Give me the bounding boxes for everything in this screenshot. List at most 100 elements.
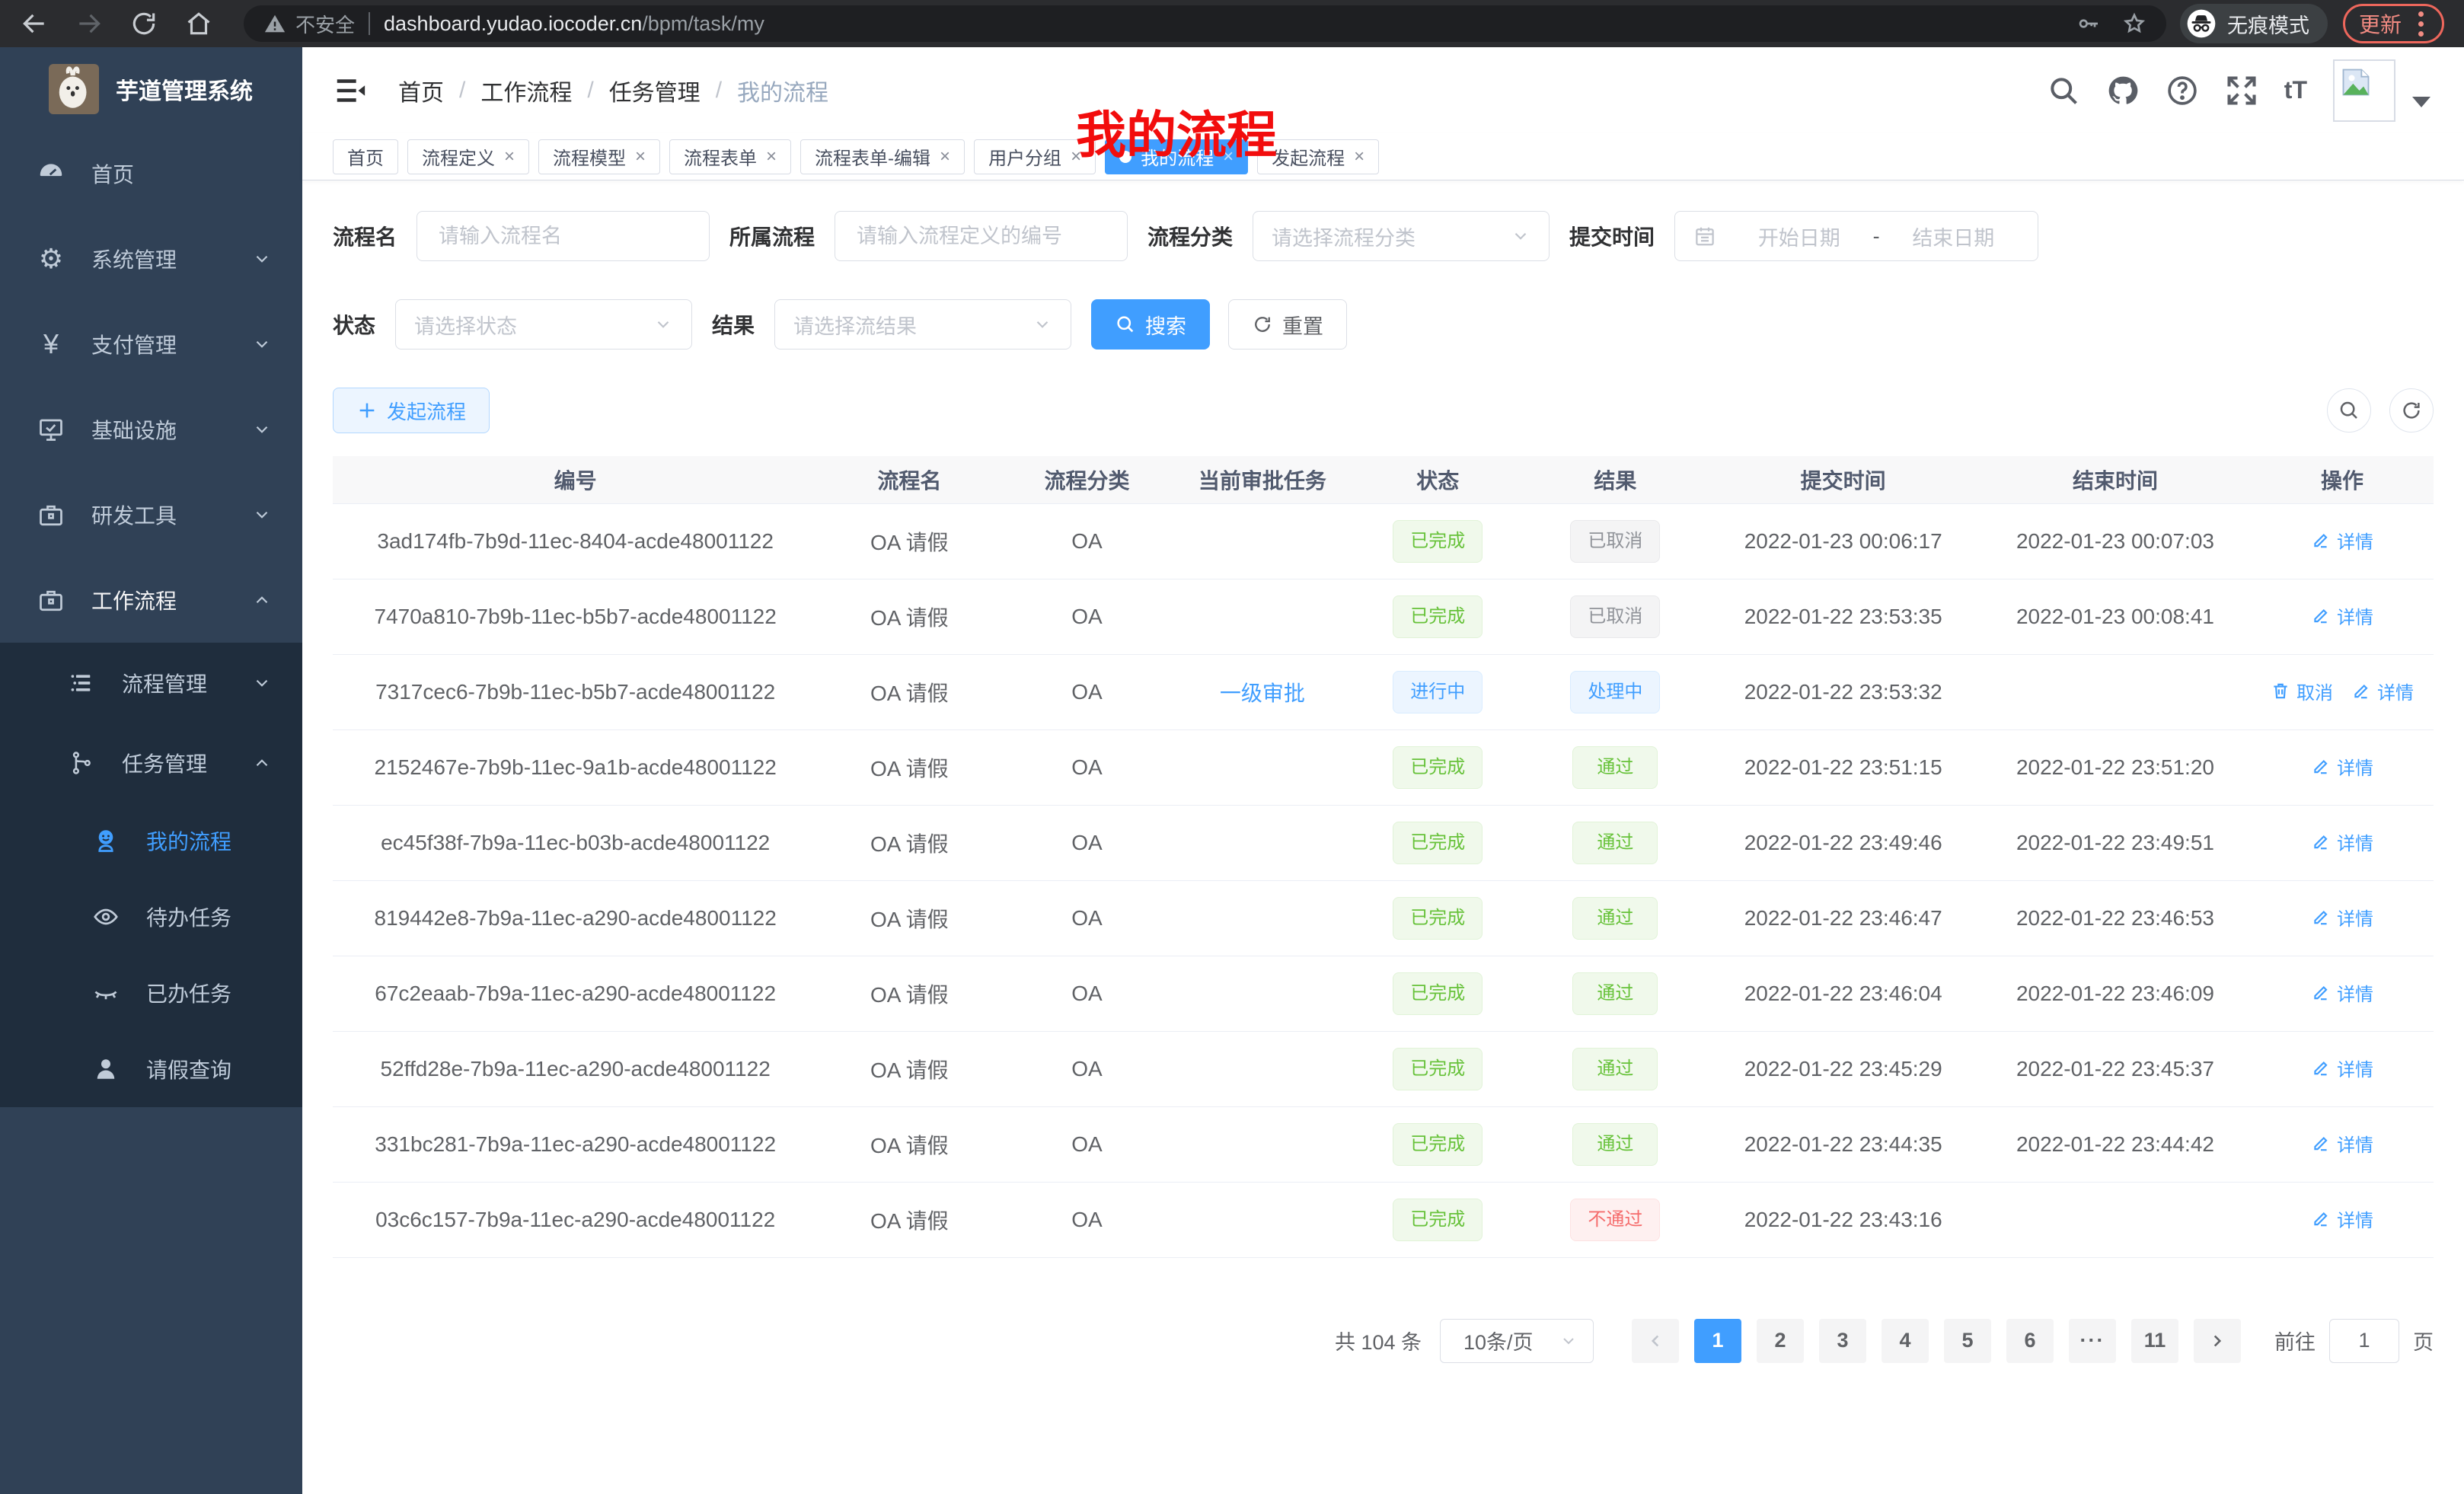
- page-size-select[interactable]: 10条/页: [1440, 1318, 1594, 1363]
- page-number-button[interactable]: 5: [1944, 1318, 1991, 1363]
- submit-time-range-picker[interactable]: 开始日期 - 结束日期: [1674, 211, 2039, 261]
- page-number-button[interactable]: 11: [2131, 1318, 2178, 1363]
- cell-category: OA: [1001, 729, 1173, 806]
- refresh-table-button[interactable]: [2389, 388, 2434, 433]
- tab-label: 首页: [347, 148, 384, 169]
- create-process-button[interactable]: 发起流程: [333, 388, 490, 433]
- detail-action[interactable]: 详情: [2311, 979, 2373, 1006]
- text-size-icon[interactable]: tT: [2284, 76, 2307, 104]
- prev-page-button[interactable]: [1632, 1318, 1679, 1363]
- page-number-button[interactable]: 6: [2006, 1318, 2054, 1363]
- sidebar-collapse-icon[interactable]: [333, 73, 368, 108]
- process-category-select[interactable]: 请选择流程分类: [1253, 211, 1550, 261]
- view-tab[interactable]: 流程定义 ×: [407, 139, 530, 174]
- tab-close-icon[interactable]: ×: [940, 145, 951, 167]
- sidebar-item-leave-query[interactable]: 请假查询: [0, 1031, 302, 1107]
- status-badge: 已完成: [1393, 896, 1483, 940]
- search-icon[interactable]: [2047, 74, 2080, 107]
- cancel-action[interactable]: 取消: [2271, 678, 2333, 704]
- sidebar-item-label: 首页: [91, 163, 135, 187]
- goto-page-input[interactable]: [2329, 1318, 2399, 1363]
- tab-close-icon[interactable]: ×: [1354, 145, 1365, 167]
- sidebar-item-task-mgmt[interactable]: 任务管理: [0, 723, 302, 803]
- bookmark-star-icon[interactable]: [2122, 11, 2146, 36]
- password-key-icon[interactable]: [2076, 11, 2101, 36]
- page-number-button[interactable]: 3: [1819, 1318, 1866, 1363]
- view-tab[interactable]: 流程表单 ×: [669, 139, 792, 174]
- view-tab[interactable]: 首页: [333, 139, 398, 174]
- view-tab[interactable]: 用户分组 ×: [974, 139, 1096, 174]
- broken-image-icon: [2342, 69, 2370, 95]
- detail-action[interactable]: 详情: [2351, 678, 2414, 704]
- sidebar-item-todo-tasks[interactable]: 待办任务: [0, 879, 302, 955]
- process-category-label: 流程分类: [1147, 225, 1234, 249]
- chevron-right-icon: [2213, 1335, 2222, 1346]
- sidebar-item-workflow[interactable]: 工作流程: [0, 557, 302, 643]
- detail-action[interactable]: 详情: [2311, 527, 2373, 554]
- next-page-button[interactable]: [2194, 1318, 2241, 1363]
- reset-button[interactable]: 重置: [1228, 299, 1348, 350]
- breadcrumb-workflow[interactable]: 工作流程: [480, 80, 573, 106]
- sidebar-item-label: 系统管理: [91, 248, 177, 272]
- tab-label: 流程表单: [684, 148, 758, 169]
- browser-home-icon[interactable]: [184, 9, 213, 38]
- page-number-button[interactable]: 1: [1694, 1318, 1741, 1363]
- view-tab[interactable]: 流程模型 ×: [538, 139, 661, 174]
- tab-close-icon[interactable]: ×: [766, 145, 777, 167]
- sidebar-item-system[interactable]: ⚙ 系统管理: [0, 216, 302, 302]
- show-search-button[interactable]: [2327, 388, 2371, 433]
- chevron-down-icon: [1563, 1337, 1574, 1344]
- cell-actions: 详情: [2250, 729, 2434, 806]
- status-badge: 已完成: [1393, 519, 1483, 563]
- table-row: 03c6c157-7b9a-11ec-a290-acde48001122 OA …: [333, 1182, 2434, 1258]
- sidebar-item-my-process[interactable]: 我的流程: [0, 803, 302, 879]
- avatar[interactable]: [2333, 59, 2395, 122]
- process-definition-input[interactable]: [835, 211, 1128, 261]
- detail-action[interactable]: 详情: [2311, 1130, 2373, 1157]
- cell-id: 819442e8-7b9a-11ec-a290-acde48001122: [333, 880, 819, 956]
- github-icon[interactable]: [2106, 74, 2140, 107]
- detail-action[interactable]: 详情: [2311, 828, 2373, 855]
- detail-action[interactable]: 详情: [2311, 753, 2373, 780]
- browser-reload-icon[interactable]: [129, 9, 158, 38]
- breadcrumb-home[interactable]: 首页: [398, 80, 444, 106]
- sidebar-item-payment[interactable]: ¥ 支付管理: [0, 302, 302, 387]
- tab-close-icon[interactable]: ×: [1223, 145, 1234, 167]
- view-tab[interactable]: 我的流程 ×: [1105, 139, 1249, 174]
- browser-menu-icon[interactable]: [2414, 11, 2428, 37]
- result-select[interactable]: 请选择流结果: [774, 299, 1072, 350]
- tab-close-icon[interactable]: ×: [635, 145, 646, 167]
- view-tab[interactable]: 流程表单-编辑 ×: [800, 139, 965, 174]
- tab-close-icon[interactable]: ×: [1071, 145, 1082, 167]
- sidebar-item-devtools[interactable]: 研发工具: [0, 472, 302, 557]
- fullscreen-icon[interactable]: [2225, 74, 2258, 107]
- page-number-button[interactable]: 2: [1757, 1318, 1804, 1363]
- update-button[interactable]: 更新: [2342, 4, 2444, 43]
- avatar-caret-icon[interactable]: [2412, 96, 2430, 107]
- page-number-button[interactable]: ···: [2069, 1318, 2116, 1363]
- process-name-input[interactable]: [417, 211, 710, 261]
- status-select[interactable]: 请选择状态: [395, 299, 693, 350]
- status-badge: 已完成: [1393, 1198, 1483, 1241]
- detail-action[interactable]: 详情: [2311, 904, 2373, 931]
- sidebar-item-infra[interactable]: 基础设施: [0, 387, 302, 472]
- browser-forward-icon[interactable]: [75, 9, 104, 38]
- sidebar-item-home[interactable]: 首页: [0, 131, 302, 216]
- browser-toolbar: 不安全 dashboard.yudao.iocoder.cn /bpm/task…: [0, 0, 2464, 47]
- breadcrumb-task-mgmt[interactable]: 任务管理: [608, 80, 701, 106]
- incognito-badge: 无痕模式: [2179, 4, 2328, 43]
- page-number-button[interactable]: 4: [1882, 1318, 1929, 1363]
- sidebar-item-done-tasks[interactable]: 已办任务: [0, 955, 302, 1031]
- view-tab[interactable]: 发起流程 ×: [1257, 139, 1380, 174]
- browser-back-icon[interactable]: [20, 9, 49, 38]
- detail-action[interactable]: 详情: [2311, 602, 2373, 629]
- sidebar-item-process-mgmt[interactable]: 流程管理: [0, 643, 302, 723]
- tab-close-icon[interactable]: ×: [504, 145, 515, 167]
- help-icon[interactable]: [2166, 74, 2199, 107]
- detail-action[interactable]: 详情: [2311, 1205, 2373, 1232]
- chevron-down-icon: [256, 426, 268, 433]
- address-bar[interactable]: 不安全 dashboard.yudao.iocoder.cn /bpm/task…: [244, 5, 2166, 42]
- search-button[interactable]: 搜索: [1091, 299, 1211, 350]
- result-badge: 通过: [1572, 1047, 1658, 1090]
- detail-action[interactable]: 详情: [2311, 1055, 2373, 1081]
